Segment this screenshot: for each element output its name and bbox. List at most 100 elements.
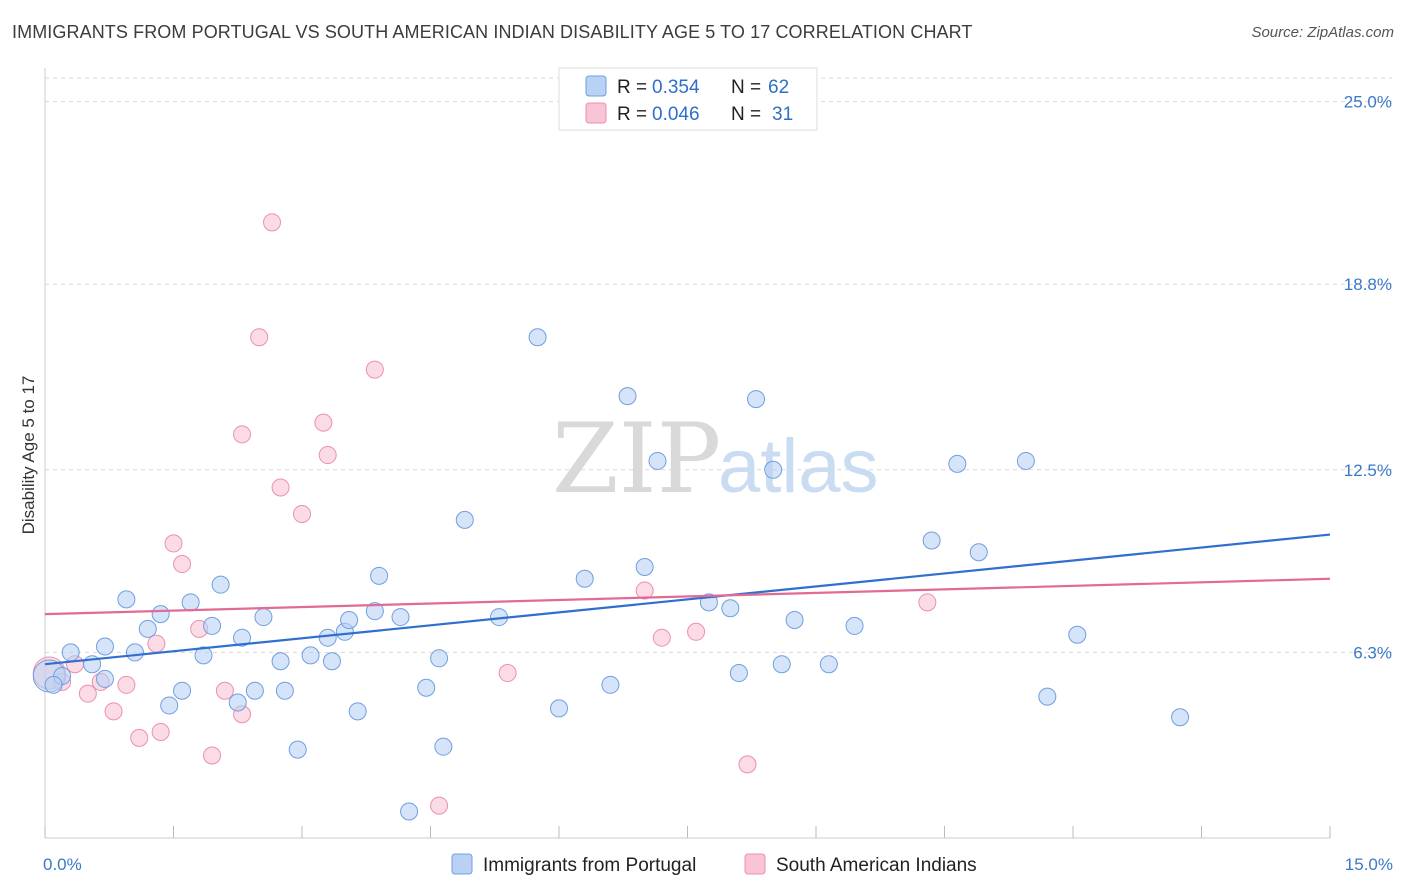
y-axis-label: Disability Age 5 to 17 (19, 376, 38, 535)
data-point-blue (550, 699, 568, 718)
data-point-pink (78, 684, 97, 703)
data-point-blue (575, 569, 594, 588)
bottom-legend: Immigrants from Portugal South American … (451, 853, 977, 876)
data-point-blue (203, 616, 222, 635)
watermark-zip: ZIP (552, 403, 721, 515)
data-point-blue (635, 557, 654, 576)
data-point-blue (618, 387, 637, 406)
data-point-pink (130, 728, 149, 747)
y-tick-label: 18.8% (1344, 275, 1392, 294)
data-point-blue (772, 655, 791, 674)
data-point-blue (948, 454, 967, 473)
watermark: ZIP atlas (552, 403, 879, 515)
data-point-pink (233, 425, 252, 444)
series-pink-points (32, 213, 937, 815)
legend-n-label-blue: N = (731, 77, 761, 98)
data-point-blue (764, 460, 783, 479)
data-point-blue (370, 566, 389, 585)
trend-lines (44, 533, 1331, 666)
data-point-pink (164, 534, 183, 553)
data-point-blue (95, 669, 114, 688)
bottom-legend-label-pink: South American Indians (776, 855, 977, 876)
data-point-blue (969, 543, 988, 562)
data-point-blue (275, 681, 294, 700)
data-point-pink (635, 581, 654, 600)
data-point-blue (819, 655, 838, 674)
data-point-pink (151, 722, 170, 741)
x-tick-label: 0.0% (43, 855, 82, 874)
y-tick-label: 6.3% (1353, 643, 1392, 662)
chart-title: IMMIGRANTS FROM PORTUGAL VS SOUTH AMERIC… (12, 22, 973, 42)
legend-swatch-blue (585, 75, 607, 97)
legend-n-value-blue: 62 (768, 77, 789, 98)
data-point-pink (293, 504, 311, 523)
data-point-blue (44, 675, 63, 694)
data-point-pink (430, 796, 449, 815)
data-point-pink (117, 675, 136, 694)
data-point-blue (430, 649, 449, 668)
data-point-blue (365, 602, 384, 621)
bottom-legend-swatch-blue (451, 853, 473, 875)
data-point-blue (340, 611, 359, 630)
data-point-blue (173, 681, 192, 700)
data-point-blue (391, 608, 410, 627)
data-point-pink (203, 746, 222, 765)
data-point-blue (400, 802, 419, 821)
data-point-blue (61, 643, 80, 662)
data-point-blue (785, 611, 804, 630)
data-point-blue (1038, 687, 1057, 706)
data-point-pink (365, 360, 384, 379)
data-point-blue (318, 628, 337, 647)
data-point-pink (498, 664, 517, 683)
data-point-pink (687, 622, 706, 641)
legend-r-value-pink: 0.046 (652, 104, 700, 125)
trend-line-pink (44, 577, 1331, 616)
y-tick-label: 12.5% (1344, 461, 1392, 480)
data-point-blue (417, 678, 436, 697)
data-point-pink (215, 681, 234, 700)
data-point-blue (601, 675, 620, 694)
data-point-blue (288, 740, 307, 759)
data-point-blue (181, 593, 200, 612)
data-point-blue (455, 510, 474, 529)
data-point-blue (322, 652, 341, 671)
data-point-blue (233, 628, 252, 647)
y-tick-label: 25.0% (1344, 93, 1392, 112)
data-point-blue (434, 737, 453, 756)
top-legend: R = 0.354 N = 62 R = 0.046 N = 31 (558, 67, 818, 131)
legend-r-label-pink: R = (617, 104, 647, 125)
bottom-legend-swatch-pink (744, 853, 766, 875)
data-point-blue (528, 328, 547, 347)
data-point-blue (160, 696, 179, 715)
legend-r-value-blue: 0.354 (652, 77, 700, 98)
data-point-pink (918, 593, 937, 612)
data-point-blue (117, 590, 136, 609)
data-point-blue (254, 608, 273, 627)
data-point-blue (845, 616, 864, 635)
data-point-blue (151, 605, 170, 624)
legend-n-label-pink: N = (731, 104, 761, 125)
data-point-blue (211, 575, 230, 594)
legend-r-label-blue: R = (617, 77, 647, 98)
data-point-blue (1016, 451, 1035, 470)
axes (44, 68, 1331, 839)
data-point-pink (104, 702, 123, 721)
legend-swatch-pink (585, 102, 607, 124)
watermark-atlas: atlas (718, 424, 879, 509)
data-point-blue (228, 693, 247, 712)
data-point-pink (271, 478, 290, 497)
source-label: Source: ZipAtlas.com (1251, 24, 1394, 41)
data-point-blue (1068, 625, 1087, 644)
data-point-blue (125, 643, 144, 662)
data-point-blue (95, 637, 114, 656)
data-point-pink (652, 628, 671, 647)
data-point-blue (271, 652, 290, 671)
data-point-pink (147, 634, 166, 653)
trend-line-blue (44, 533, 1331, 666)
x-tick-labels: 0.0% 15.0% (43, 855, 1393, 874)
data-point-blue (245, 681, 264, 700)
legend-n-value-pink: 31 (772, 104, 793, 125)
data-point-pink (738, 755, 757, 774)
data-point-blue (301, 646, 320, 665)
data-point-blue (348, 702, 367, 721)
